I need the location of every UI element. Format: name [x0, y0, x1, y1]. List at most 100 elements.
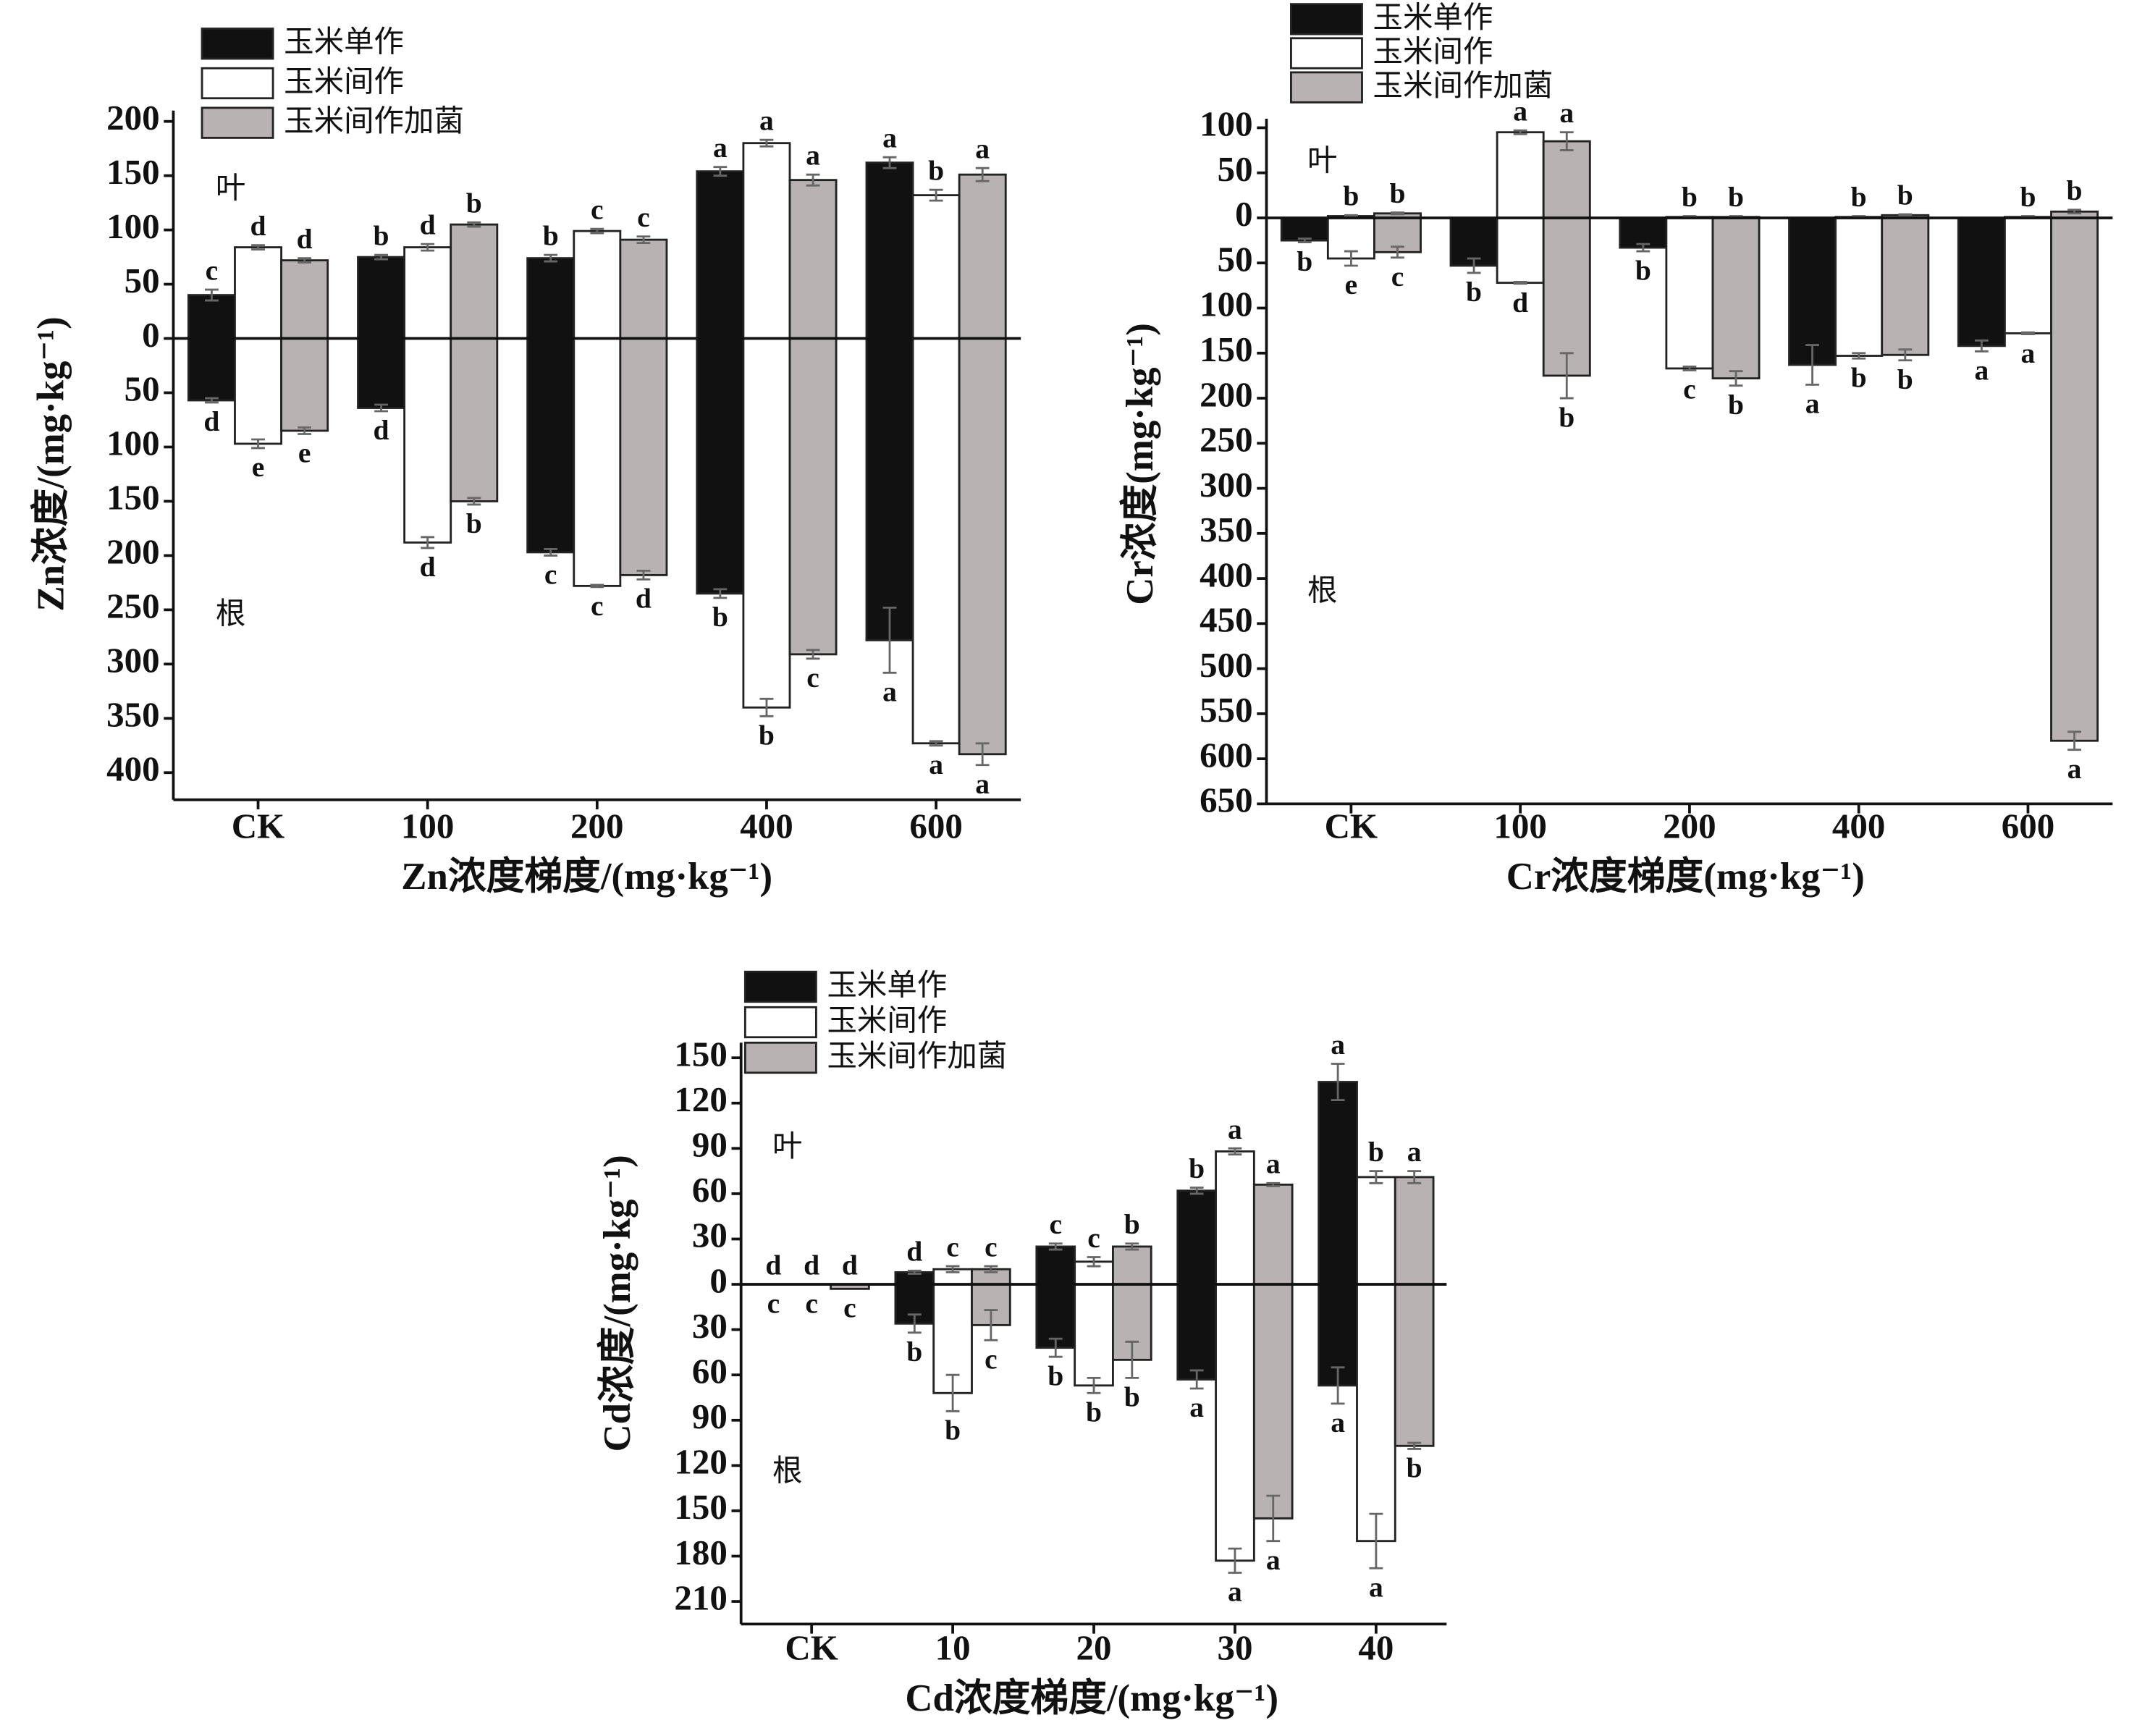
- bar: [742, 337, 791, 709]
- significance-letter: a: [975, 768, 990, 800]
- significance-letter: a: [1559, 97, 1574, 129]
- significance-letter: b: [1189, 1153, 1205, 1184]
- annotation: 根: [1307, 574, 1337, 607]
- legend-label: 玉米单作: [284, 25, 404, 59]
- annotation: 叶: [216, 171, 245, 204]
- y-tick-label: 300: [106, 641, 160, 681]
- significance-letter: d: [636, 583, 652, 615]
- legend-label: 玉米间作加菌: [1373, 69, 1553, 102]
- legend-swatch: [1290, 3, 1363, 35]
- x-tick-label: 100: [401, 806, 455, 846]
- bar: [1318, 1081, 1358, 1286]
- y-tick-label: 600: [1200, 735, 1253, 775]
- legend-swatch: [201, 106, 274, 139]
- y-axis-label: Cr浓度(mg·kg⁻¹): [1119, 323, 1161, 605]
- significance-letter: c: [985, 1231, 998, 1263]
- significance-letter: b: [1368, 1136, 1384, 1168]
- significance-letter: b: [374, 220, 389, 252]
- legend-label: 玉米间作: [284, 64, 404, 98]
- significance-letter: c: [806, 662, 819, 694]
- significance-letter: c: [1049, 1208, 1062, 1240]
- y-tick-label: 60: [692, 1170, 728, 1210]
- legend-swatch: [1290, 71, 1363, 104]
- bar: [958, 337, 1007, 756]
- bar: [1542, 140, 1591, 219]
- legend-label: 玉米单作: [1373, 1, 1493, 34]
- annotation: 根: [216, 597, 245, 631]
- significance-letter: b: [1343, 180, 1359, 212]
- significance-letter: a: [713, 132, 728, 164]
- x-tick-label: 600: [2002, 806, 2055, 846]
- significance-letter: a: [1228, 1113, 1242, 1145]
- significance-letter: c: [985, 1343, 998, 1375]
- x-tick-label: CK: [785, 1627, 838, 1667]
- x-axis-label: Cd浓度梯度/(mg·kg⁻¹): [905, 1677, 1278, 1719]
- significance-letter: b: [1728, 181, 1744, 213]
- bar: [1834, 216, 1884, 357]
- legend-swatch: [1290, 37, 1363, 69]
- bar: [357, 337, 406, 409]
- legend-swatch: [743, 1041, 817, 1074]
- significance-letter: b: [1851, 181, 1867, 213]
- significance-letter: a: [1805, 388, 1820, 420]
- significance-letter: b: [466, 187, 482, 219]
- significance-letter: a: [1369, 1571, 1383, 1603]
- significance-letter: a: [1974, 355, 1989, 387]
- legend-swatch: [743, 1006, 817, 1039]
- bar: [1496, 216, 1545, 285]
- significance-letter: c: [946, 1231, 959, 1263]
- y-tick-label: 150: [106, 478, 160, 518]
- significance-letter: b: [1682, 181, 1698, 213]
- significance-letter: d: [1512, 287, 1528, 319]
- y-tick-label: 90: [692, 1396, 728, 1436]
- bar: [1394, 1176, 1435, 1286]
- y-tick-label: 50: [125, 369, 160, 409]
- significance-letter: c: [1683, 374, 1696, 405]
- bar: [357, 256, 406, 340]
- significance-letter: e: [1345, 269, 1358, 300]
- x-axis-label: Zn浓度梯度/(mg·kg⁻¹): [401, 856, 772, 898]
- y-tick-label: 400: [106, 749, 160, 789]
- y-tick-label: 200: [106, 532, 160, 572]
- y-tick-label: 0: [142, 315, 160, 355]
- bar: [573, 229, 622, 340]
- significance-letter: c: [767, 1287, 780, 1319]
- significance-letter: d: [374, 414, 389, 446]
- bar: [1280, 216, 1329, 242]
- y-tick-label: 60: [692, 1351, 728, 1391]
- panel: 1005005010015020025030035040045050055060…: [1119, 1, 2113, 898]
- bar: [1176, 1189, 1217, 1286]
- significance-letter: a: [1228, 1576, 1242, 1608]
- y-tick-label: 350: [1200, 510, 1253, 549]
- significance-letter: a: [1266, 1148, 1281, 1180]
- significance-letter: c: [805, 1287, 818, 1319]
- significance-letter: c: [206, 255, 219, 287]
- panel: 150 120 90 60 30 0 30 60 90 120 150 180 210 CK 10 20 30 4…: [596, 968, 1447, 1719]
- bar: [1215, 1150, 1255, 1286]
- bar: [280, 337, 329, 432]
- x-tick-label: CK: [1325, 806, 1378, 846]
- significance-letter: b: [1466, 276, 1482, 308]
- bar: [526, 257, 576, 340]
- panel: 200 150 100 50 0 50 100 150 200 250 300 350 400 CK 100…: [30, 25, 1021, 898]
- significance-letter: b: [1047, 1360, 1063, 1391]
- significance-letter: d: [420, 551, 436, 583]
- legend-swatch: [201, 67, 274, 100]
- significance-letter: a: [1266, 1544, 1281, 1576]
- x-tick-label: 40: [1358, 1627, 1394, 1667]
- significance-letter: b: [2067, 174, 2083, 206]
- annotation: 根: [772, 1454, 802, 1488]
- significance-letter: b: [945, 1415, 961, 1446]
- significance-letter: b: [2020, 181, 2036, 213]
- bar: [403, 337, 452, 544]
- legend-swatch: [201, 28, 274, 60]
- y-tick-label: 500: [1200, 645, 1253, 685]
- bar: [1881, 216, 1930, 356]
- significance-letter: a: [759, 105, 774, 137]
- significance-letter: c: [637, 201, 650, 233]
- significance-letter: a: [882, 676, 897, 708]
- bar: [280, 259, 329, 340]
- y-axis-label: Cd浓度/(mg·kg⁻¹): [596, 1155, 638, 1451]
- significance-letter: a: [975, 133, 990, 165]
- x-tick-label: 400: [740, 806, 793, 846]
